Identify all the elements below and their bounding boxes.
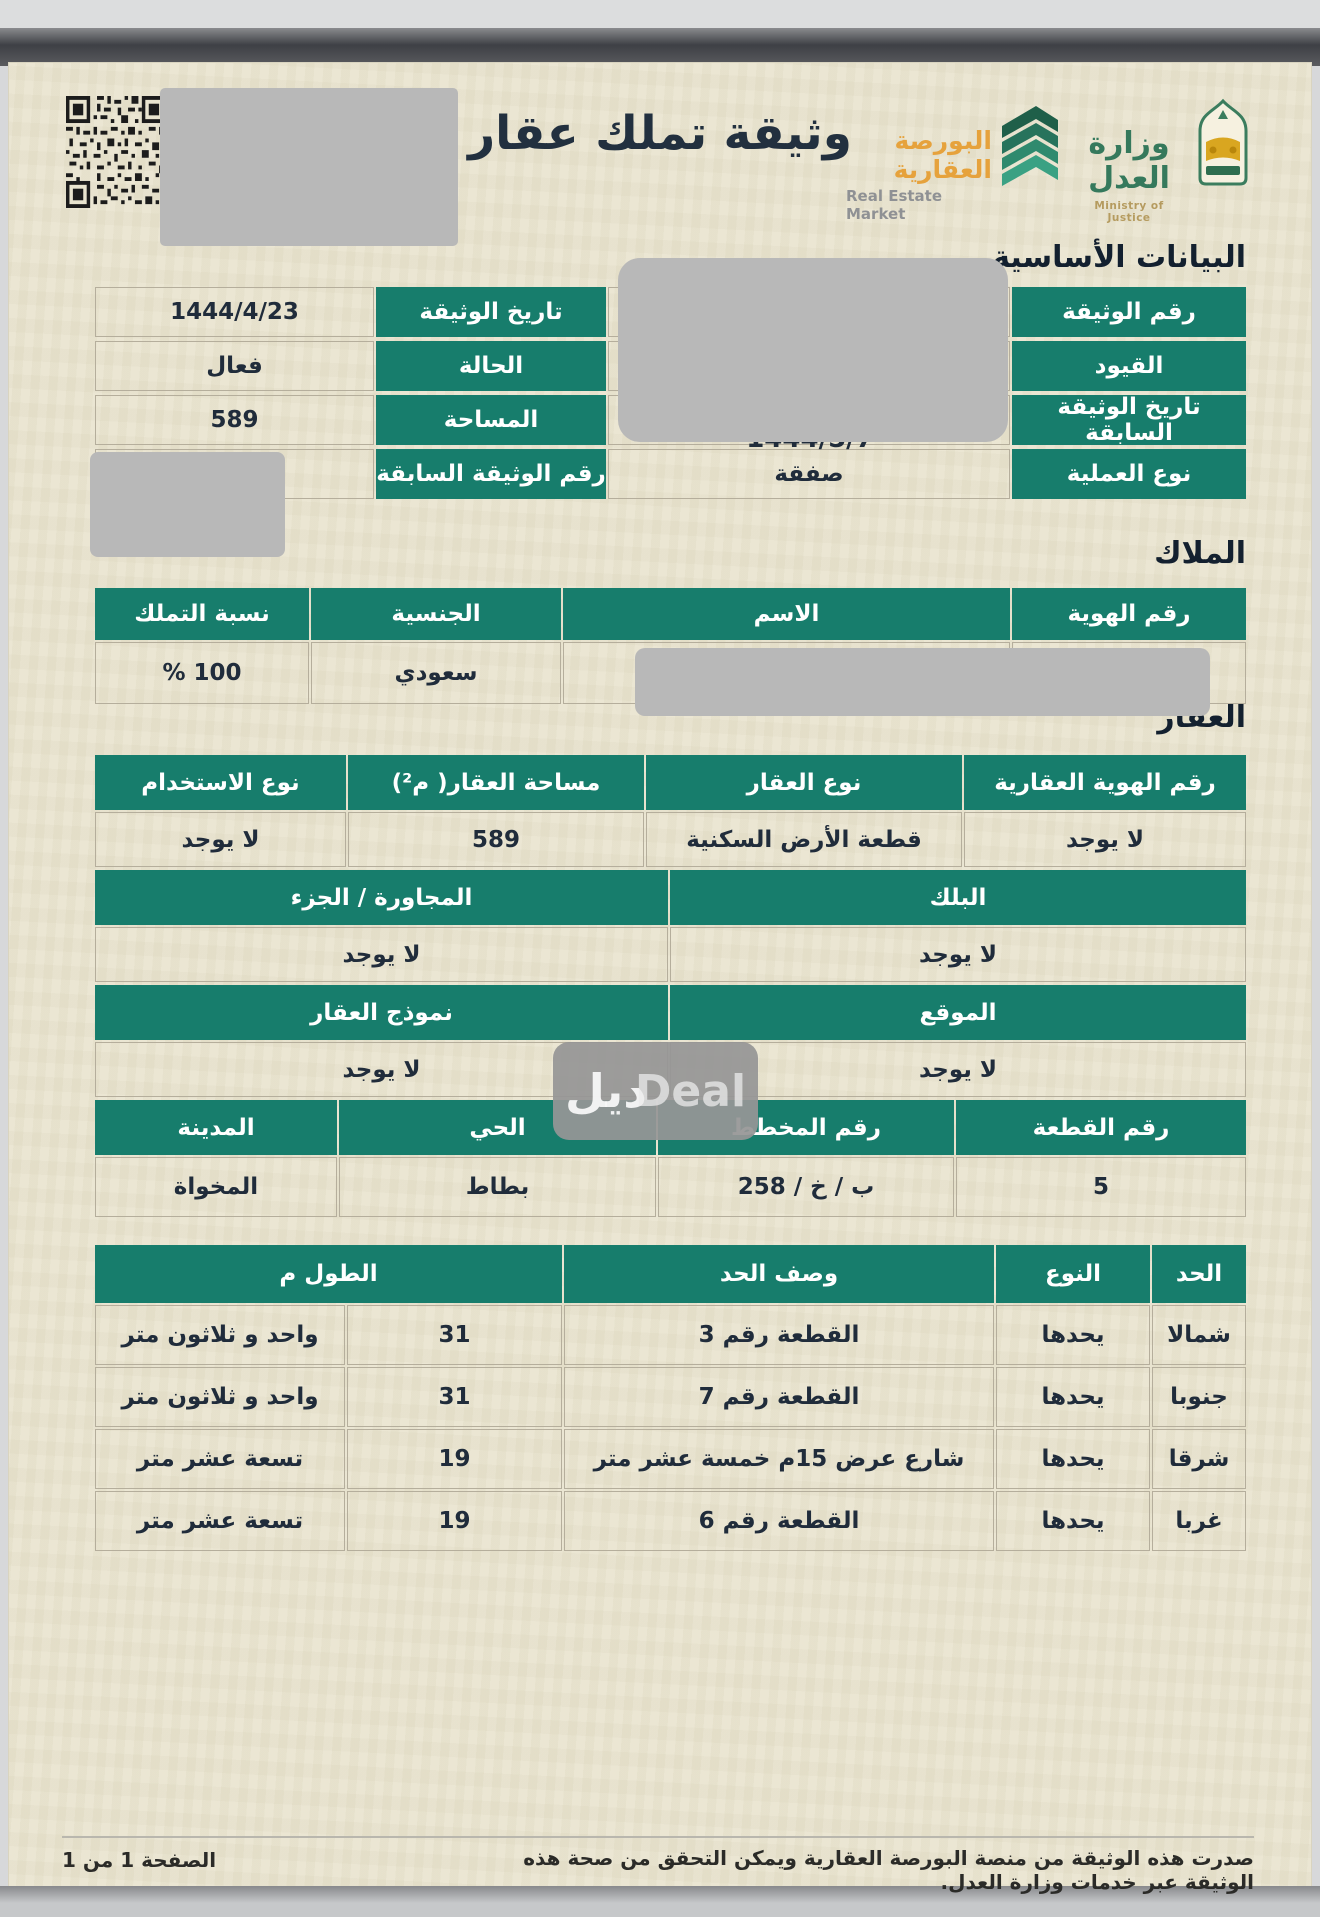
value-cell: لا يوجد xyxy=(95,812,346,867)
header-cell: النوع xyxy=(996,1245,1150,1303)
value-cell: فعال xyxy=(95,341,374,391)
border-type-cell: يحدها xyxy=(996,1491,1150,1551)
border-length-num-cell: 19 xyxy=(347,1491,562,1551)
header-cell: نموذج العقار xyxy=(95,985,668,1040)
header-cell: الحد xyxy=(1152,1245,1246,1303)
value-cell: 589 xyxy=(95,395,374,445)
header-cell: الجنسية xyxy=(311,588,561,640)
border-desc-cell: شارع عرض 15م خمسة عشر متر xyxy=(564,1429,994,1489)
value-cell: قطعة الأرض السكنية xyxy=(646,812,962,867)
owner-share-cell: % 100 xyxy=(95,642,309,704)
border-desc-cell: القطعة رقم 3 xyxy=(564,1305,994,1365)
header-cell: نسبة التملك xyxy=(95,588,309,640)
border-type-cell: يحدها xyxy=(996,1429,1150,1489)
border-side-cell: غربا xyxy=(1152,1491,1246,1551)
redaction-box-previous-doc-number xyxy=(90,452,285,557)
header-cell: الحالة xyxy=(376,341,606,391)
rem-logo-english: Real Estate Market xyxy=(846,187,943,223)
header-cell: الموقع xyxy=(670,985,1246,1040)
border-desc-cell: القطعة رقم 7 xyxy=(564,1367,994,1427)
owners-table: رقم الهوية الاسم الجنسية نسبة التملك سعو… xyxy=(95,588,1246,704)
border-length-num-cell: 19 xyxy=(347,1429,562,1489)
photo-top-strip xyxy=(0,0,1320,30)
border-desc-cell: القطعة رقم 6 xyxy=(564,1491,994,1551)
border-type-cell: يحدها xyxy=(996,1305,1150,1365)
border-side-cell: شرقا xyxy=(1152,1429,1246,1489)
header-cell: البلك xyxy=(670,870,1246,925)
borders-table: الحد النوع وصف الحد الطول م شمالا يحدها … xyxy=(95,1245,1246,1551)
header-cell: نوع العقار xyxy=(646,755,962,810)
photo-shadow-edge xyxy=(0,28,1320,66)
redaction-box-owner-identity xyxy=(635,648,1210,716)
value-cell: 1444/4/23 xyxy=(95,287,374,337)
value-cell: صفقة xyxy=(608,449,1010,499)
city-cell: المخواة xyxy=(95,1157,337,1217)
footer-note: صدرت هذه الوثيقة من منصة البورصة العقاري… xyxy=(523,1846,1254,1894)
redaction-box-basic-values xyxy=(618,258,1008,442)
value-cell: لا يوجد xyxy=(95,927,668,982)
watermark-arabic: ديل xyxy=(564,1064,647,1118)
property-table-block: البلك المجاورة / الجزء لا يوجد لا يوجد xyxy=(95,870,1246,982)
watermark-english: Deal xyxy=(634,1065,747,1117)
plot-number-cell: 5 xyxy=(956,1157,1246,1217)
border-side-cell: شمالا xyxy=(1152,1305,1246,1365)
header-cell: رقم الهوية xyxy=(1012,588,1246,640)
header-cell: الطول م xyxy=(95,1245,562,1303)
owners-heading: الملاك xyxy=(1154,536,1246,571)
district-cell: بطاط xyxy=(339,1157,656,1217)
qr-code xyxy=(66,96,166,208)
header-cell: نوع الاستخدام xyxy=(95,755,346,810)
header-cell: المساحة xyxy=(376,395,606,445)
header-cell: المجاورة / الجزء xyxy=(95,870,668,925)
value-cell: لا يوجد xyxy=(670,927,1246,982)
header-cell: نوع العملية xyxy=(1012,449,1246,499)
value-cell: لا يوجد xyxy=(964,812,1246,867)
header-cell: مساحة العقار( م²) xyxy=(348,755,644,810)
header-cell: رقم الوثيقة xyxy=(1012,287,1246,337)
property-table-plot: رقم القطعة رقم المخطط الحي المدينة 5 ب /… xyxy=(95,1100,1246,1217)
rem-logo-icon xyxy=(1002,106,1058,186)
page-title: وثيقة تملك عقار xyxy=(468,106,852,161)
footer-divider xyxy=(62,1836,1254,1838)
value-cell: 589 xyxy=(348,812,644,867)
header-cell: تاريخ الوثيقة السابقة xyxy=(1012,394,1246,446)
header-cell: رقم الوثيقة السابقة xyxy=(376,449,606,499)
property-table-main: رقم الهوية العقارية نوع العقار مساحة الع… xyxy=(95,755,1246,867)
header-cell: رقم القطعة xyxy=(956,1100,1246,1155)
ministry-of-justice-logo: وزارة العدل Ministry of Justice xyxy=(1072,126,1186,224)
border-length-words-cell: واحد و ثلاثون متر xyxy=(95,1367,345,1427)
moj-logo-arabic: وزارة العدل xyxy=(1088,126,1170,196)
border-type-cell: يحدها xyxy=(996,1367,1150,1427)
border-length-words-cell: واحد و ثلاثون متر xyxy=(95,1305,345,1365)
photo-bottom-strip xyxy=(0,1886,1320,1917)
value-cell: لا يوجد xyxy=(95,1042,668,1097)
header-cell: المدينة xyxy=(95,1100,337,1155)
redaction-box-header xyxy=(160,88,458,246)
header-cell: القيود xyxy=(1012,341,1246,391)
border-length-words-cell: تسعة عشر متر xyxy=(95,1429,345,1489)
border-length-words-cell: تسعة عشر متر xyxy=(95,1491,345,1551)
header-cell: وصف الحد xyxy=(564,1245,994,1303)
header-cell: رقم الهوية العقارية xyxy=(964,755,1246,810)
plan-number-cell: ب / خ / 258 xyxy=(658,1157,954,1217)
header-cell: تاريخ الوثيقة xyxy=(376,287,606,337)
real-estate-market-logo: البورصة العقارية Real Estate Market xyxy=(846,126,992,223)
footer-page-number: الصفحة 1 من 1 xyxy=(62,1848,217,1872)
owner-nationality-cell: سعودي xyxy=(311,642,561,704)
rem-logo-arabic: البورصة العقارية xyxy=(893,126,992,184)
deal-watermark: ديل Deal xyxy=(553,1042,758,1140)
border-length-num-cell: 31 xyxy=(347,1305,562,1365)
property-table-location: الموقع نموذج العقار لا يوجد لا يوجد xyxy=(95,985,1246,1097)
border-length-num-cell: 31 xyxy=(347,1367,562,1427)
header-cell: الاسم xyxy=(563,588,1010,640)
basic-data-table: رقم الوثيقة تاريخ الوثيقة 1444/4/23 القي… xyxy=(95,287,1246,499)
basic-data-heading: البيانات الأساسية xyxy=(992,240,1246,275)
moj-emblem-icon xyxy=(1198,98,1248,186)
moj-logo-english: Ministry of Justice xyxy=(1094,200,1164,224)
border-side-cell: جنوبا xyxy=(1152,1367,1246,1427)
